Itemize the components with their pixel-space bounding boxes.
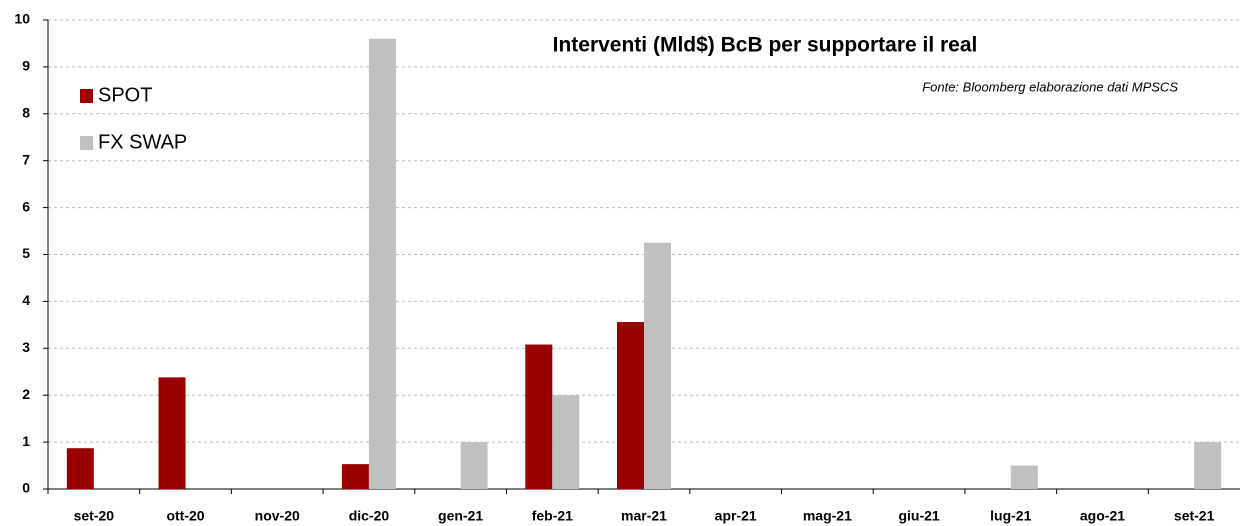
y-tick-label: 9: [22, 58, 30, 74]
y-tick-label: 8: [22, 105, 30, 121]
x-tick-label: lug-21: [990, 508, 1031, 524]
x-tick-label: dic-20: [349, 508, 390, 524]
y-tick-label: 2: [22, 386, 30, 402]
legend-label: SPOT: [98, 84, 152, 106]
x-tick-label: gen-21: [438, 508, 483, 524]
x-tick-label: ott-20: [166, 508, 204, 524]
y-tick-label: 3: [22, 339, 30, 355]
y-tick-label: 5: [22, 245, 30, 261]
bar: [158, 377, 186, 489]
bar: [525, 344, 553, 489]
y-tick-label: 0: [22, 480, 30, 496]
bar: [617, 322, 644, 489]
y-tick-label: 10: [14, 11, 30, 27]
source-note: Fonte: Bloomberg elaborazione dati MPSCS: [922, 79, 1178, 94]
bar: [644, 242, 671, 489]
x-tick-label: feb-21: [532, 508, 573, 524]
y-tick-label: 6: [22, 198, 30, 214]
bar: [460, 442, 488, 489]
x-tick-label: mag-21: [803, 508, 852, 524]
bar: [341, 464, 369, 489]
y-tick-label: 4: [22, 292, 30, 308]
x-tick-label: mar-21: [621, 508, 667, 524]
y-tick-label: 1: [22, 433, 30, 449]
bar: [1010, 465, 1038, 489]
legend-label: FX SWAP: [98, 131, 187, 153]
bar: [368, 38, 396, 489]
x-tick-label: giu-21: [898, 508, 939, 524]
x-tick-label: set-20: [74, 508, 115, 524]
y-tick-label: 7: [22, 151, 30, 167]
chart-title: Interventi (Mld$) BcB per supportare il …: [553, 34, 978, 57]
legend-swatch: [80, 136, 93, 150]
bar: [552, 395, 580, 489]
x-tick-label: set-21: [1174, 508, 1215, 524]
x-tick-label: ago-21: [1080, 508, 1125, 524]
legend-swatch: [80, 89, 93, 103]
x-tick-label: nov-20: [255, 508, 300, 524]
bar: [66, 448, 94, 489]
x-tick-label: apr-21: [715, 508, 757, 524]
bar: [1194, 442, 1222, 489]
